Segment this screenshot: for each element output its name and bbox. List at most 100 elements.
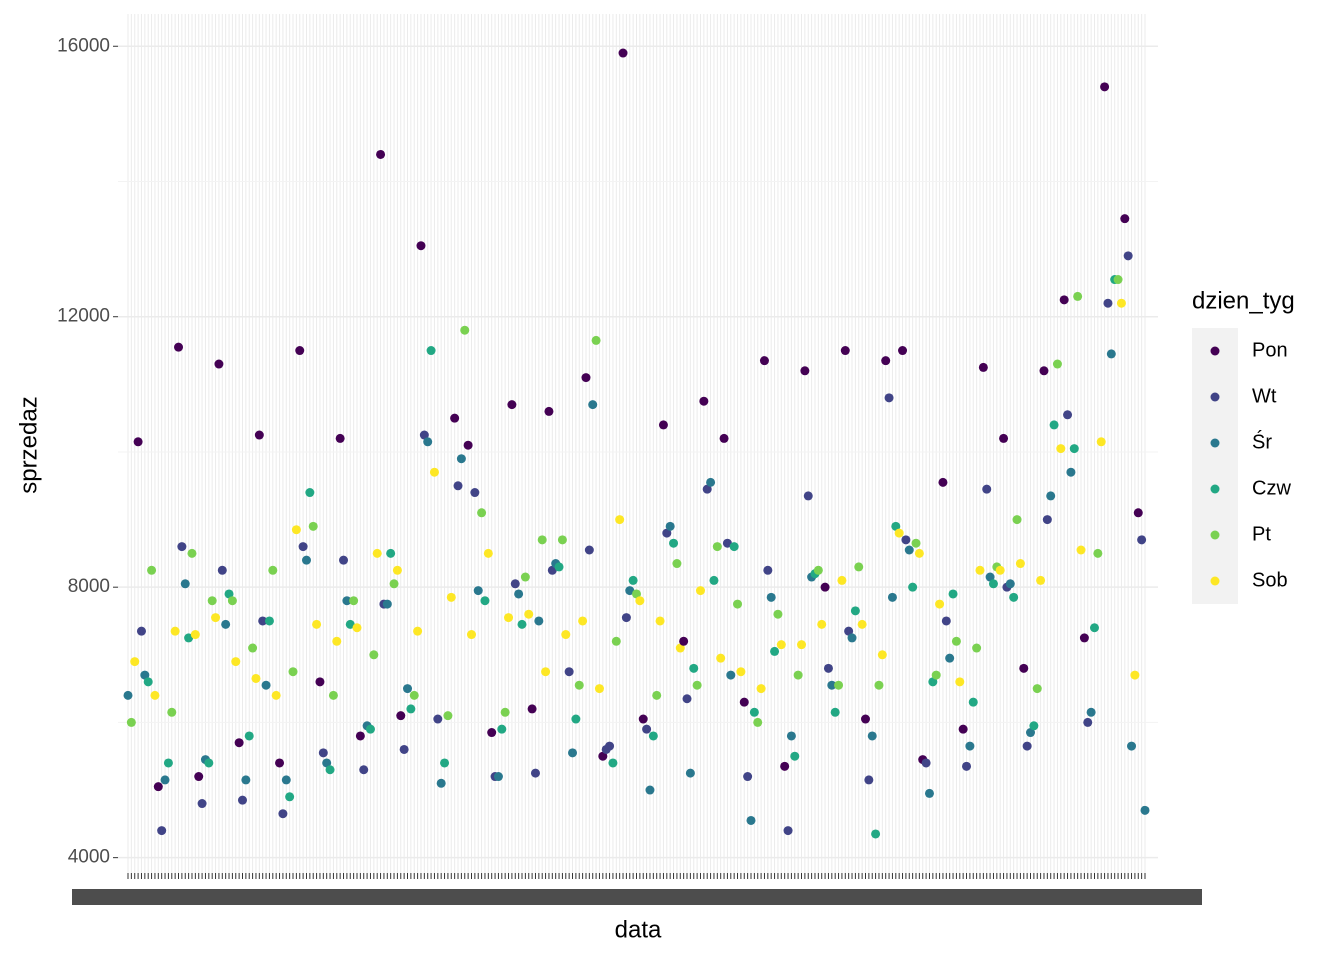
point <box>1127 741 1137 751</box>
point <box>291 525 301 535</box>
point <box>261 680 271 690</box>
point <box>133 437 143 447</box>
point <box>938 477 948 487</box>
point <box>554 562 564 572</box>
point <box>921 758 931 768</box>
point <box>904 545 914 555</box>
point <box>702 484 712 494</box>
point <box>365 724 375 734</box>
point <box>884 393 894 403</box>
point <box>1036 575 1046 585</box>
point <box>1106 349 1116 359</box>
point <box>941 616 951 626</box>
point <box>153 782 163 792</box>
point <box>534 616 544 626</box>
point <box>466 630 476 640</box>
point <box>1005 579 1015 589</box>
point <box>881 356 891 366</box>
point <box>335 433 345 443</box>
point <box>406 704 416 714</box>
legend-label: Czw <box>1252 477 1291 499</box>
point <box>493 772 503 782</box>
point <box>783 826 793 836</box>
point <box>995 565 1005 575</box>
point <box>150 690 160 700</box>
point <box>177 542 187 552</box>
point <box>945 653 955 663</box>
point <box>1049 420 1059 430</box>
point <box>729 542 739 552</box>
point <box>736 667 746 677</box>
point <box>211 613 221 623</box>
point <box>487 728 497 738</box>
point <box>345 619 355 629</box>
point <box>207 596 217 606</box>
point <box>318 748 328 758</box>
point <box>621 613 631 623</box>
point <box>975 565 985 575</box>
point <box>924 788 934 798</box>
point <box>850 606 860 616</box>
y-tick-label: 12000 <box>57 306 110 327</box>
legend-key <box>1210 484 1220 494</box>
point <box>450 413 460 423</box>
point <box>682 694 692 704</box>
point <box>214 359 224 369</box>
point <box>793 670 803 680</box>
point <box>662 528 672 538</box>
point <box>1076 545 1086 555</box>
point <box>507 400 517 410</box>
point <box>753 717 763 727</box>
legend-key <box>1210 576 1220 586</box>
point <box>530 768 540 778</box>
point <box>955 677 965 687</box>
legend-label: Pt <box>1252 523 1271 545</box>
legend-key <box>1210 530 1220 540</box>
point <box>706 477 716 487</box>
point <box>285 792 295 802</box>
point <box>635 596 645 606</box>
point <box>204 758 214 768</box>
point <box>685 768 695 778</box>
point <box>416 241 426 251</box>
point <box>864 775 874 785</box>
point <box>382 599 392 609</box>
point <box>759 356 769 366</box>
point <box>288 667 298 677</box>
point <box>591 335 601 345</box>
point <box>446 592 456 602</box>
point <box>504 613 514 623</box>
point <box>419 430 429 440</box>
point <box>733 599 743 609</box>
point <box>443 711 453 721</box>
point <box>544 406 554 416</box>
point <box>527 704 537 714</box>
point <box>278 809 288 819</box>
point <box>692 680 702 690</box>
point <box>827 680 837 690</box>
point <box>1130 670 1140 680</box>
point <box>224 589 234 599</box>
point <box>1140 805 1150 815</box>
point <box>1086 707 1096 717</box>
point <box>898 346 908 356</box>
point <box>914 548 924 558</box>
point <box>695 586 705 596</box>
point <box>928 677 938 687</box>
point <box>817 619 827 629</box>
point <box>1042 515 1052 525</box>
point <box>386 548 396 558</box>
point <box>524 609 534 619</box>
point <box>675 643 685 653</box>
point <box>547 565 557 575</box>
point <box>187 548 197 558</box>
point <box>227 596 237 606</box>
point <box>776 640 786 650</box>
point <box>968 697 978 707</box>
point <box>322 758 332 768</box>
point <box>1116 298 1126 308</box>
point <box>958 724 968 734</box>
point <box>355 731 365 741</box>
point <box>746 815 756 825</box>
